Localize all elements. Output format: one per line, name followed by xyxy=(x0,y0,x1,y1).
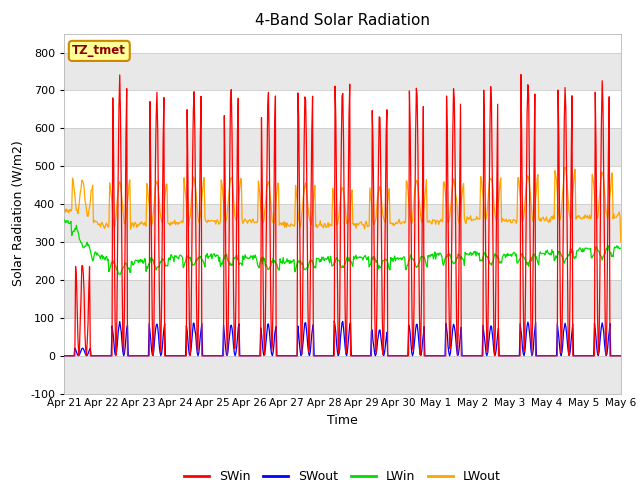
X-axis label: Time: Time xyxy=(327,414,358,427)
Bar xyxy=(64,356,621,394)
Bar xyxy=(64,204,621,242)
Bar xyxy=(64,280,621,318)
Title: 4-Band Solar Radiation: 4-Band Solar Radiation xyxy=(255,13,430,28)
Bar xyxy=(64,52,621,90)
Legend: SWin, SWout, LWin, LWout: SWin, SWout, LWin, LWout xyxy=(179,465,506,480)
Bar xyxy=(64,128,621,166)
Text: TZ_tmet: TZ_tmet xyxy=(72,44,126,58)
Y-axis label: Solar Radiation (W/m2): Solar Radiation (W/m2) xyxy=(12,141,24,287)
